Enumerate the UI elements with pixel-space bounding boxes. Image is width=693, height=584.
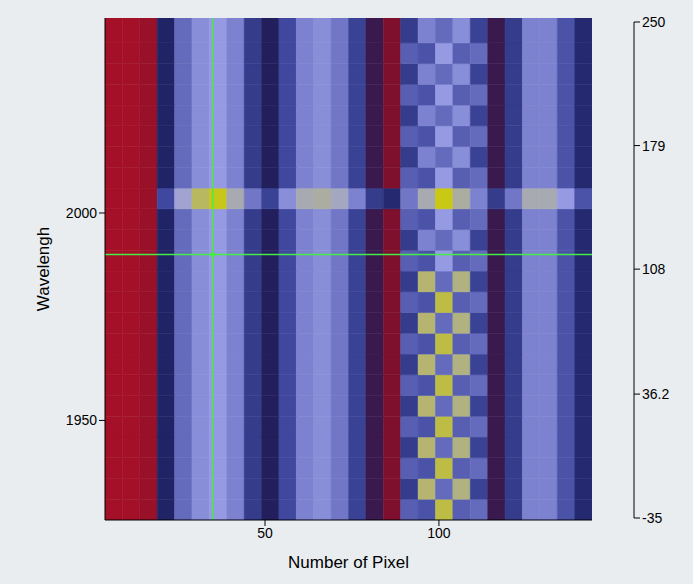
svg-text:1950: 1950 (66, 412, 97, 428)
svg-text:108: 108 (642, 261, 666, 277)
svg-text:Wavelengh: Wavelengh (34, 227, 53, 311)
svg-text:250: 250 (642, 14, 666, 30)
svg-text:50: 50 (257, 525, 273, 541)
svg-text:179: 179 (642, 138, 666, 154)
svg-text:-35: -35 (642, 510, 662, 526)
svg-text:100: 100 (427, 525, 451, 541)
svg-text:36.2: 36.2 (642, 386, 669, 402)
svg-text:Number of Pixel: Number of Pixel (288, 553, 409, 572)
svg-text:2000: 2000 (66, 205, 97, 221)
